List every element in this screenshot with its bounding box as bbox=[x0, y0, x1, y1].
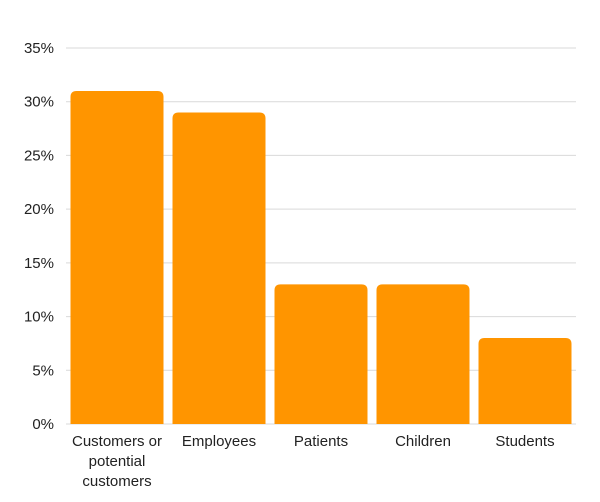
y-tick-label: 5% bbox=[32, 362, 54, 379]
x-category-label-line: Patients bbox=[294, 433, 348, 450]
bar bbox=[70, 90, 164, 424]
y-tick-label: 10% bbox=[24, 309, 54, 326]
x-category-label: Students bbox=[495, 433, 554, 450]
x-category-label: Children bbox=[395, 433, 451, 450]
x-category-label: Customers or potential customers bbox=[72, 433, 162, 490]
y-tick-label: 35% bbox=[24, 40, 54, 57]
x-category-label-line: customers bbox=[82, 473, 151, 490]
bar bbox=[376, 284, 470, 424]
bars bbox=[70, 90, 572, 424]
x-category-label-line: Employees bbox=[182, 433, 256, 450]
y-tick-label: 15% bbox=[24, 255, 54, 272]
x-category-label: Patients bbox=[294, 433, 348, 450]
y-tick-label: 20% bbox=[24, 201, 54, 218]
bar bbox=[274, 284, 368, 424]
x-category-label-line: Children bbox=[395, 433, 451, 450]
bar bbox=[478, 338, 572, 424]
x-category-label: Employees bbox=[182, 433, 256, 450]
y-tick-label: 25% bbox=[24, 147, 54, 164]
y-tick-label: 30% bbox=[24, 94, 54, 111]
y-axis-tick-labels: 0% 5% 10% 15% 20% 25% 30% 35% bbox=[24, 40, 54, 433]
x-category-label-line: potential bbox=[89, 453, 146, 470]
y-tick-label: 0% bbox=[32, 416, 54, 433]
bar bbox=[172, 112, 266, 424]
x-category-label-line: Customers or bbox=[72, 433, 162, 450]
x-axis-category-labels: Customers or potential customers Employees P… bbox=[72, 433, 555, 490]
x-category-label-line: Students bbox=[495, 433, 554, 450]
